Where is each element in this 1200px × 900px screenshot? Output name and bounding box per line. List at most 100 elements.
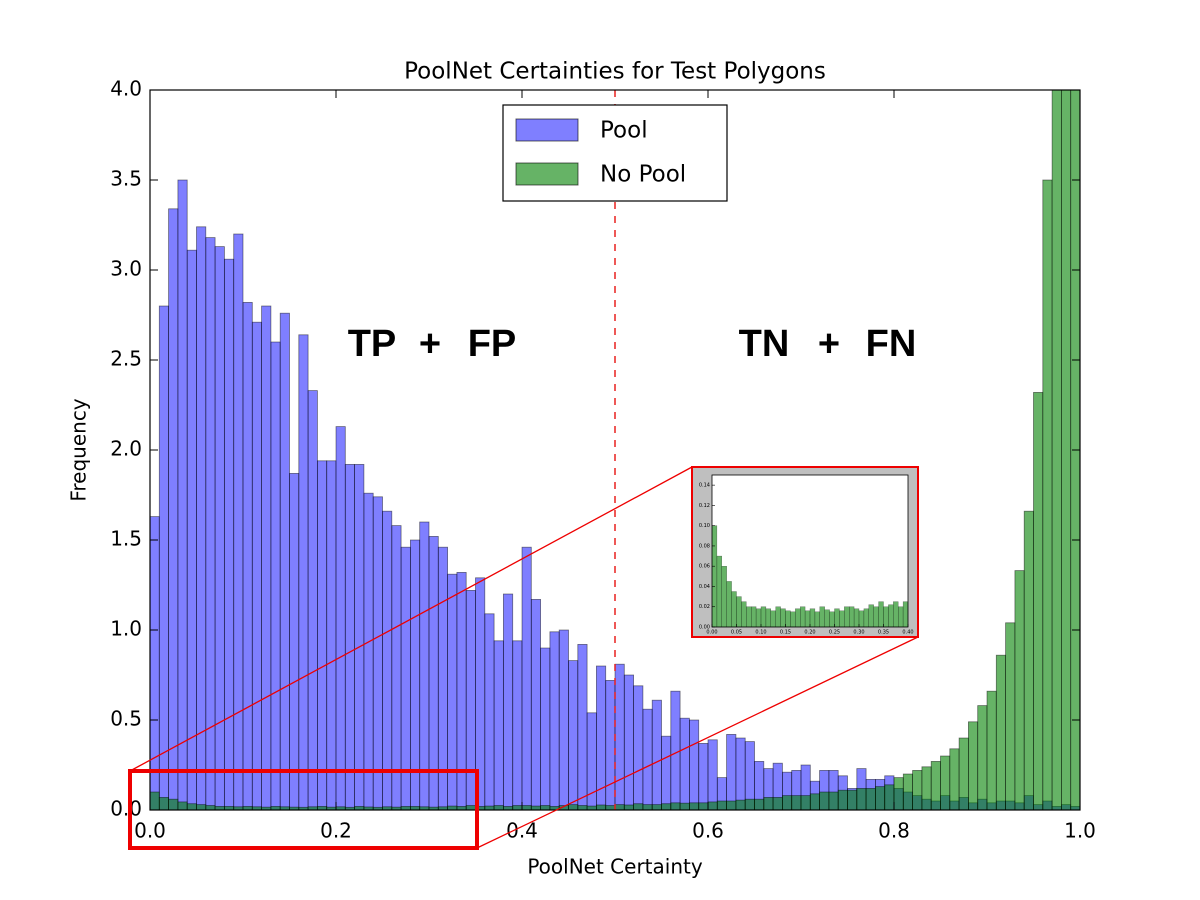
y-tick-label: 2.5	[110, 347, 142, 371]
histogram-bar	[577, 805, 588, 810]
histogram-bar	[223, 258, 235, 810]
histogram-bar	[940, 755, 951, 810]
y-tick-label: 0.5	[110, 707, 142, 731]
annotation: +	[818, 323, 840, 365]
inset-bar	[844, 606, 850, 627]
inset-x-tick-label: 0.25	[829, 630, 840, 636]
histogram-bar	[521, 546, 532, 810]
histogram-bar	[930, 761, 941, 810]
inset-x-tick-label: 0.05	[731, 630, 742, 636]
histogram-bar	[986, 690, 997, 810]
histogram-bar	[354, 463, 365, 810]
inset-bar	[795, 608, 801, 627]
histogram-bar	[196, 804, 207, 810]
histogram-bar	[763, 797, 774, 810]
histogram-bar	[1042, 179, 1053, 810]
inset-x-tick-label: 0.20	[804, 630, 815, 636]
inset-bar	[755, 608, 762, 627]
legend-label: No Pool	[600, 162, 686, 188]
histogram-bar	[493, 805, 504, 810]
histogram-bar	[279, 312, 290, 810]
inset-x-tick-label: 0.00	[706, 630, 717, 636]
inset-bar	[902, 601, 908, 627]
inset-bar	[721, 566, 727, 627]
histogram-bar	[605, 680, 616, 810]
inset-bar	[849, 606, 855, 627]
x-tick-label: 0.0	[134, 819, 166, 843]
y-tick-label: 0.0	[110, 797, 142, 821]
histogram-bar	[465, 590, 476, 810]
inset-bar	[716, 555, 723, 627]
histogram-bar	[158, 305, 170, 810]
histogram-bar	[391, 525, 402, 810]
histogram-bar	[150, 791, 160, 810]
histogram-bar	[186, 249, 197, 810]
histogram-bar	[549, 631, 560, 810]
histogram-bar	[586, 712, 597, 810]
histogram-bar	[661, 803, 672, 810]
histogram-bar	[698, 743, 709, 810]
histogram-bar	[577, 644, 588, 810]
histogram-bar	[921, 766, 932, 810]
inset-bar	[873, 606, 879, 627]
x-tick-label: 1.0	[1064, 819, 1096, 843]
histogram-bar	[968, 721, 979, 810]
histogram-bar	[493, 640, 504, 810]
histogram-bar	[540, 805, 551, 810]
histogram-bar	[623, 804, 634, 810]
histogram-bar	[642, 708, 653, 810]
histogram-bar	[782, 795, 793, 810]
histogram-bar	[642, 804, 653, 810]
histogram-bar	[809, 793, 820, 810]
x-axis-label: PoolNet Certainty	[527, 855, 703, 879]
inset-bar	[893, 601, 899, 627]
histogram-bar	[484, 613, 495, 810]
inset-bar	[741, 601, 747, 627]
histogram-bar	[670, 690, 681, 810]
histogram-bar	[949, 748, 960, 810]
histogram-bar	[1051, 90, 1062, 810]
inset-bar	[726, 581, 732, 627]
inset-x-tick-label: 0.40	[902, 630, 913, 636]
histogram-bar	[726, 800, 737, 810]
histogram-bar	[605, 805, 616, 810]
histogram-bar	[372, 496, 383, 810]
inset-bar	[839, 610, 845, 627]
histogram-bar	[614, 663, 625, 810]
histogram-bar	[177, 801, 188, 810]
histogram-bar	[168, 208, 179, 810]
histogram-bar	[651, 804, 662, 810]
histogram-bar	[661, 735, 672, 810]
y-tick-label: 1.0	[110, 617, 142, 641]
annotation: +	[419, 323, 441, 365]
histogram-bar	[791, 795, 802, 810]
histogram-bar	[856, 788, 867, 810]
inset-bar	[760, 606, 767, 627]
histogram-bar	[177, 179, 188, 810]
histogram-bar	[1070, 90, 1080, 810]
histogram-bar	[837, 789, 848, 810]
histogram-bar	[865, 788, 876, 810]
inset-bar	[751, 606, 757, 627]
histogram-bar	[800, 795, 811, 810]
annotation: FN	[866, 323, 917, 365]
histogram-bar	[502, 593, 514, 810]
histogram-bar	[456, 572, 467, 810]
histogram-bar	[893, 777, 904, 810]
x-tick-label: 0.6	[692, 819, 724, 843]
histogram-bar	[261, 305, 272, 810]
histogram-bar	[596, 804, 607, 810]
histogram-bar	[735, 737, 746, 810]
zoom-box	[128, 769, 479, 850]
histogram-bar	[679, 717, 690, 810]
histogram-bar	[744, 798, 755, 810]
histogram-bar	[614, 804, 625, 810]
inset-y-tick-label: 0.06	[699, 564, 710, 570]
histogram-bar	[1023, 510, 1034, 810]
inset-bar	[800, 606, 806, 627]
inset-bar	[785, 610, 791, 627]
legend-label: Pool	[600, 118, 648, 144]
y-axis-label: Frequency	[67, 398, 91, 501]
inset-bars	[712, 525, 908, 627]
histogram-bar	[558, 629, 569, 810]
